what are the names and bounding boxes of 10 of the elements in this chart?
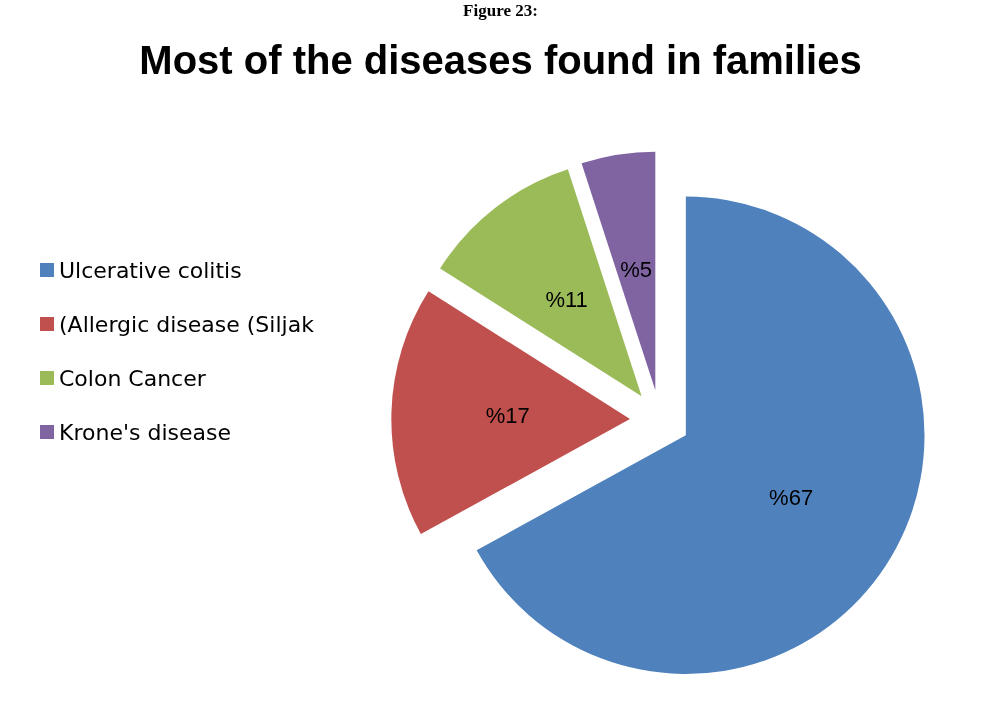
legend-label: Colon Cancer <box>59 365 207 391</box>
legend-label: Krone's disease <box>59 419 231 445</box>
caption: Figure 23: <box>463 1 538 20</box>
data-label: %17 <box>485 402 530 428</box>
legend-label: Ulcerative colitis <box>59 257 242 283</box>
data-label: %11 <box>545 287 588 313</box>
legend-label: (Allergic disease (Siljak <box>59 311 315 337</box>
data-label: %5 <box>620 257 653 283</box>
chart-title: Most of the diseases found in families <box>139 38 862 82</box>
data-label: %67 <box>769 485 814 511</box>
